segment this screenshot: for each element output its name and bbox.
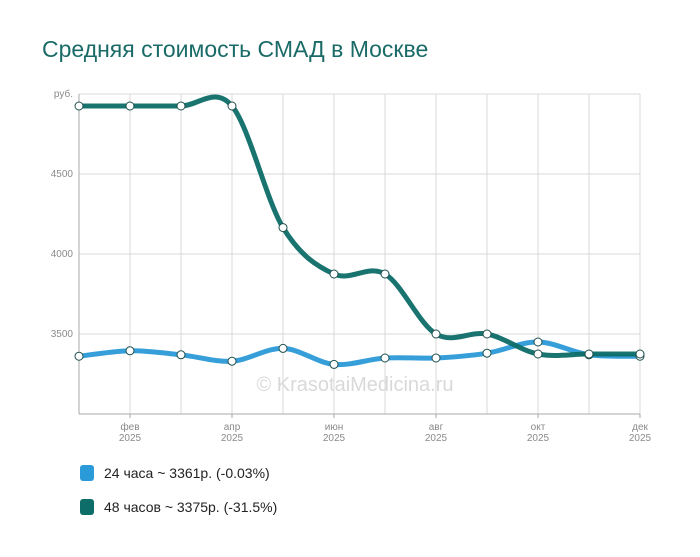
x-tick-label-year: 2025 [323,433,346,444]
data-point-48h [533,349,543,359]
x-tick-label-year: 2025 [119,433,142,444]
data-point-48h [635,349,645,359]
data-point-24h [74,351,84,361]
x-tick-label-year: 2025 [425,433,448,444]
x-tick-label-month: апр [224,422,241,433]
data-point-24h [431,353,441,363]
data-point-24h [482,348,492,358]
data-point-24h [176,350,186,360]
y-tick-label: 3500 [51,329,74,340]
data-point-48h [482,329,492,339]
y-tick-label: 4000 [51,249,74,260]
y-tick-label: руб. [54,88,73,100]
x-tick-label-year: 2025 [527,433,550,444]
watermark-text: © KrasotaiMedicina.ru [256,374,453,396]
data-point-24h [533,337,543,347]
chart-title: Средняя стоимость СМАД в Москве [42,36,429,62]
data-point-48h [584,349,594,359]
x-tick-label-year: 2025 [629,433,652,444]
data-point-24h [329,359,339,369]
data-point-48h [329,269,339,279]
series-line-48h [76,94,643,358]
data-point-24h [125,346,135,356]
legend-label-24h: 24 часа ~ 3361р. (-0.03%) [104,465,270,481]
legend-swatch-48h [80,499,94,515]
legend-item-48h[interactable]: 48 часов ~ 3375р. (-31.5%) [80,496,277,518]
x-tick-label-month: дек [632,422,648,433]
data-point-48h [278,223,288,233]
x-tick-label-month: фев [120,421,139,433]
x-tick-label-year: 2025 [221,433,244,444]
x-tick-label-month: окт [531,422,546,433]
data-point-24h [227,356,237,366]
legend-item-24h[interactable]: 24 часа ~ 3361р. (-0.03%) [80,462,277,484]
data-point-48h [176,101,186,111]
data-point-48h [125,101,135,111]
data-point-48h [431,329,441,339]
x-tick-label-month: июн [325,422,344,433]
data-point-48h [380,269,390,279]
legend-label-48h: 48 часов ~ 3375р. (-31.5%) [104,499,278,515]
y-tick-label: 4500 [51,169,74,180]
data-point-24h [380,353,390,363]
x-tick-label-month: авг [429,422,444,433]
data-point-24h [278,343,288,353]
data-point-48h [74,101,84,111]
chart-legend: 24 часа ~ 3361р. (-0.03%) 48 часов ~ 337… [80,462,277,530]
data-point-48h [227,101,237,111]
legend-swatch-24h [80,465,94,481]
